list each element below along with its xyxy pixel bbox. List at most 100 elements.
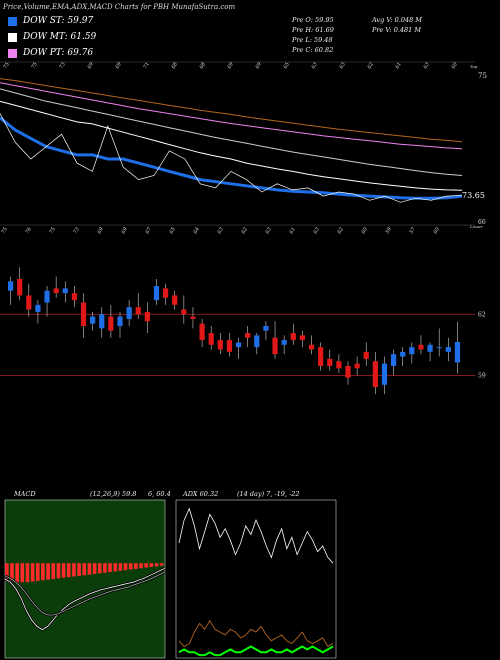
macd-histogram-bar bbox=[139, 563, 143, 569]
candle-down bbox=[71, 293, 77, 301]
macd-params-text: (12,26,9) 59.8 bbox=[90, 490, 137, 498]
price-path bbox=[0, 113, 463, 203]
macd-histogram-bar bbox=[5, 563, 9, 579]
ema-line-0 bbox=[0, 116, 463, 200]
date-tick-label: 65 bbox=[283, 61, 291, 70]
macd-histogram-bar bbox=[128, 563, 133, 570]
candle-up bbox=[44, 290, 50, 303]
candle-up bbox=[7, 281, 14, 291]
legend-swatch bbox=[8, 32, 17, 42]
stat-avg-volume: Avg V: 0.048 M bbox=[372, 16, 422, 24]
ema-line-1 bbox=[0, 100, 463, 191]
stat-open: Pre O: 59.95 bbox=[292, 16, 334, 24]
candle-down bbox=[80, 302, 87, 326]
macd-histogram-bar bbox=[51, 563, 56, 579]
date-tick-label: 69 bbox=[97, 226, 106, 235]
candle-down bbox=[108, 316, 114, 331]
date-tick-label: 63 bbox=[217, 226, 225, 235]
candle-down bbox=[363, 351, 369, 359]
candle-up bbox=[427, 344, 433, 352]
candle-up bbox=[263, 326, 269, 331]
chart-title: Price,Volume,EMA,ADX,MACD Charts for PBH… bbox=[3, 3, 236, 11]
adx-line-main bbox=[178, 507, 334, 564]
macd-histogram-bar bbox=[10, 563, 14, 581]
y-tick-label: 66 bbox=[478, 219, 486, 226]
candle-down bbox=[217, 340, 223, 350]
candle-down bbox=[226, 340, 233, 352]
date-tick-label: 67 bbox=[145, 226, 154, 235]
macd-histogram-bar bbox=[30, 563, 35, 582]
panel-side-label: Lower bbox=[469, 224, 484, 229]
date-tick-label: 60 bbox=[361, 226, 370, 235]
macd-histogram-bar bbox=[87, 563, 92, 575]
candle-up bbox=[126, 307, 132, 319]
stat-prev-volume: Pre V: 0.481 M bbox=[372, 26, 422, 34]
candle-up bbox=[99, 314, 105, 329]
candle-up bbox=[445, 347, 451, 352]
date-tick-label: 73 bbox=[59, 61, 67, 70]
candle-up bbox=[454, 341, 461, 363]
macd-histogram-bar bbox=[97, 563, 102, 574]
legend-label: DOW PT: 69.76 bbox=[23, 48, 94, 58]
macd-extra: 6, 60.4 bbox=[148, 490, 171, 498]
legend-swatch bbox=[8, 48, 17, 58]
date-tick-label: 75 bbox=[3, 61, 11, 70]
macd-line-1 bbox=[4, 571, 166, 616]
macd-line-0 bbox=[4, 567, 166, 631]
legend-label: DOW ST: 59.97 bbox=[23, 16, 94, 26]
date-tick-label: 64 bbox=[193, 226, 201, 235]
date-tick-label: 65 bbox=[169, 226, 177, 235]
macd-histogram-bar bbox=[118, 563, 123, 571]
date-tick-label: 62 bbox=[367, 61, 375, 70]
date-tick-label: 69 bbox=[121, 226, 130, 235]
candle-up bbox=[281, 340, 287, 345]
date-tick-label: 69 bbox=[227, 61, 236, 70]
date-tick-label: 75 bbox=[49, 226, 57, 235]
y-tick-label: 73.65 bbox=[462, 191, 485, 200]
candle-up bbox=[90, 316, 96, 324]
macd-histogram-bar bbox=[92, 563, 97, 574]
candle-down bbox=[144, 311, 150, 322]
macd-histogram-bar bbox=[154, 563, 159, 567]
macd-histogram-bar bbox=[149, 563, 154, 567]
stat-low: Pre L: 59.48 bbox=[292, 36, 333, 44]
candle-down bbox=[327, 358, 333, 366]
candle-up bbox=[400, 351, 406, 357]
candle-up bbox=[117, 316, 123, 326]
date-tick-label: 75 bbox=[1, 226, 9, 235]
legend-item-dow-mt: DOW MT: 61.59 bbox=[8, 32, 96, 42]
ema-line-3 bbox=[0, 82, 463, 150]
adx-extra: 60.32 bbox=[199, 490, 219, 498]
candle-up bbox=[391, 354, 397, 366]
candle-down bbox=[272, 337, 278, 355]
candle-down bbox=[26, 295, 32, 310]
candle-up bbox=[62, 288, 68, 294]
date-tick-label: 68 bbox=[199, 61, 207, 70]
date-tick-label: 59 bbox=[385, 226, 394, 235]
macd-histogram-bar bbox=[66, 563, 71, 578]
macd-histogram-bar bbox=[113, 563, 117, 572]
candle-down bbox=[418, 344, 424, 350]
macd-histogram-bar bbox=[159, 563, 164, 566]
legend-item-dow-st: DOW ST: 59.97 bbox=[8, 16, 93, 26]
stat-high: Pre H: 61.69 bbox=[292, 26, 334, 34]
date-tick-label: 63 bbox=[313, 226, 321, 235]
candle-down bbox=[181, 309, 187, 315]
candle-down bbox=[336, 361, 342, 369]
candle-down bbox=[245, 333, 251, 338]
macd-histogram-bar bbox=[72, 563, 76, 577]
candle-down bbox=[308, 344, 315, 350]
date-tick-label: 63 bbox=[423, 61, 431, 70]
candle-up bbox=[153, 286, 160, 301]
adx-params: (14 day) 7, -19, -22 bbox=[237, 490, 300, 498]
candle-up bbox=[381, 363, 388, 385]
panel-side-label: Top bbox=[470, 64, 478, 69]
date-tick-label: 60 bbox=[451, 61, 460, 70]
date-tick-label: 61 bbox=[395, 61, 403, 70]
date-tick-label: 73 bbox=[73, 226, 81, 235]
macd-histogram-bar bbox=[46, 563, 50, 580]
candle-down bbox=[299, 335, 305, 341]
macd-histogram-bar bbox=[134, 563, 138, 569]
macd-histogram-bar bbox=[35, 563, 40, 581]
date-tick-label: 75 bbox=[31, 61, 39, 70]
